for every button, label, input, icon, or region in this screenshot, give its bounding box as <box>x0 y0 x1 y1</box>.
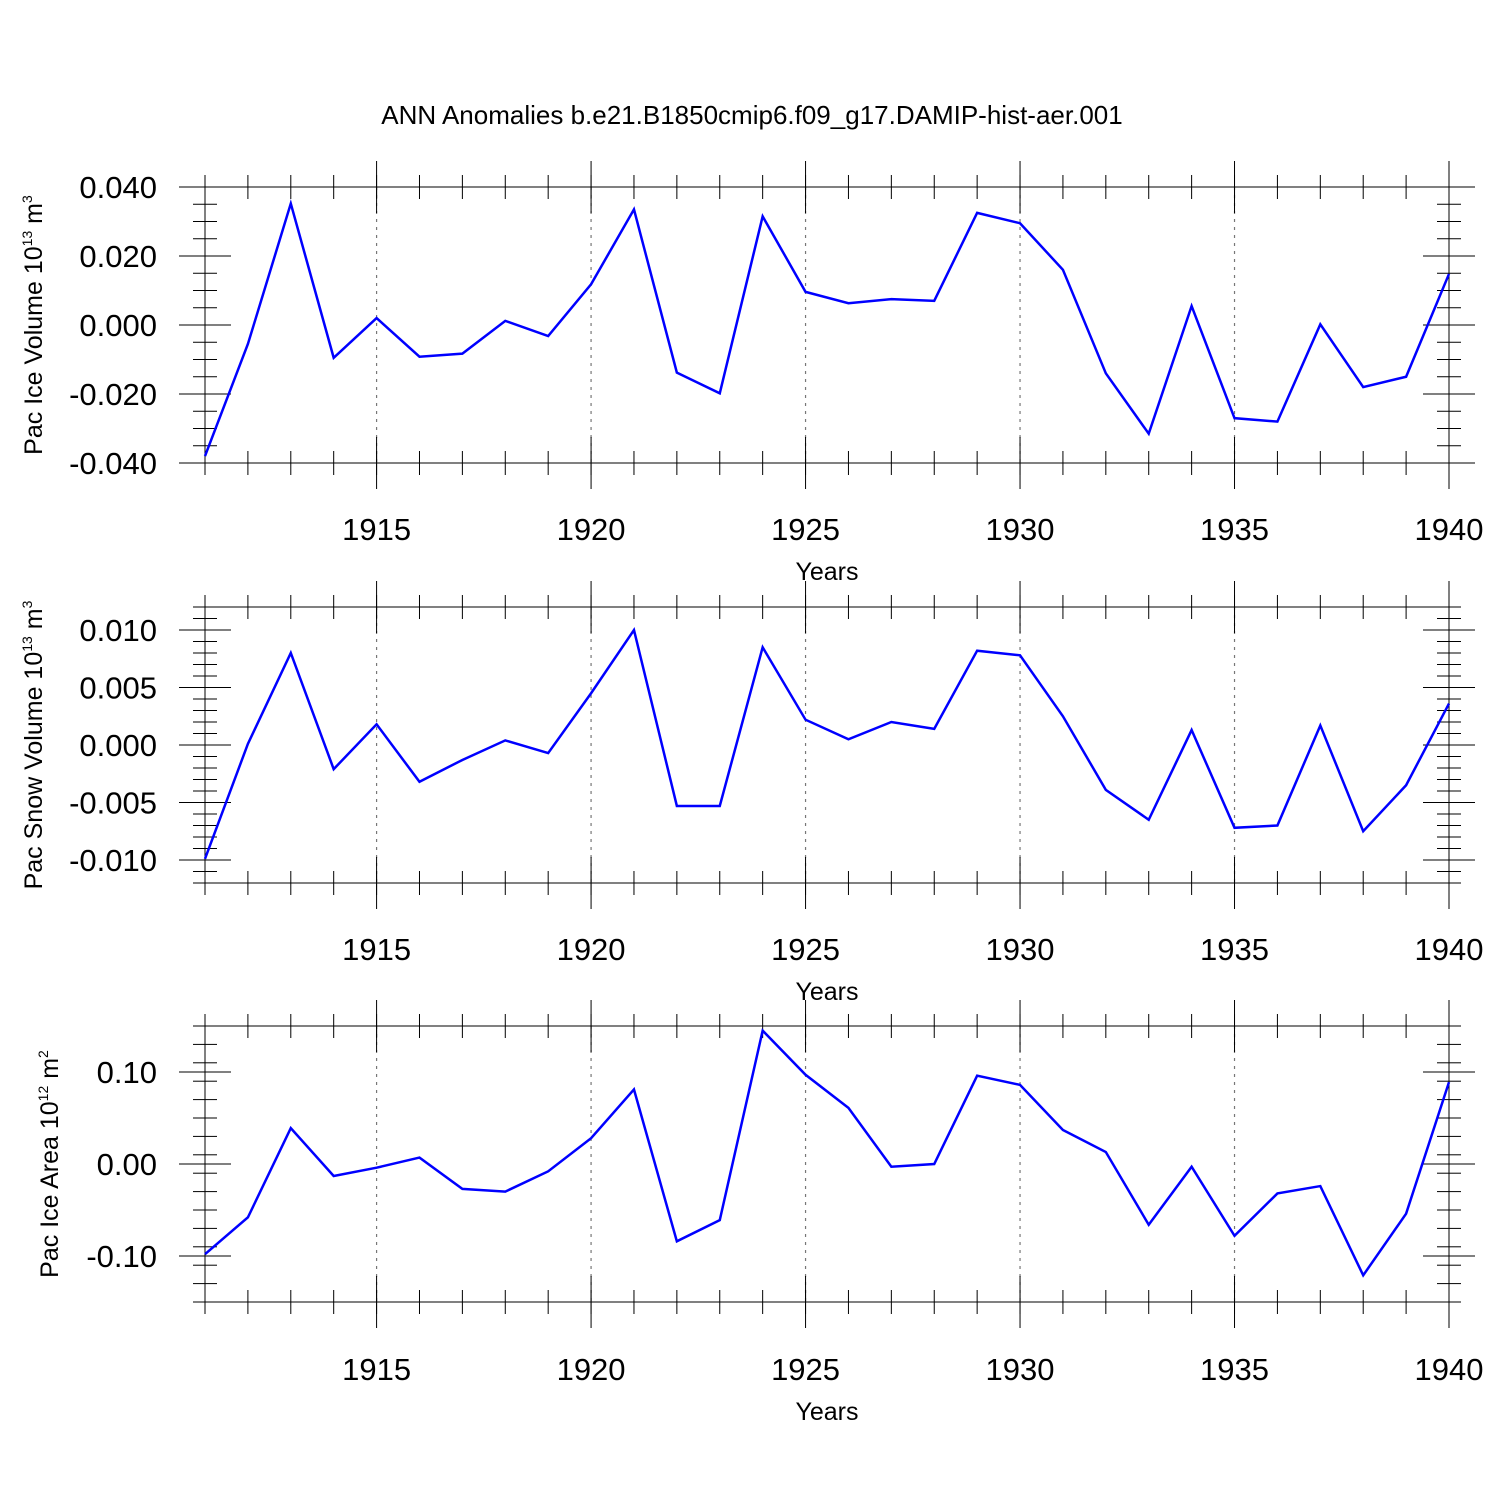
x-tick-label: 1935 <box>1200 932 1269 967</box>
x-tick-label: 1930 <box>986 512 1055 547</box>
x-axis-label: Years <box>795 558 858 586</box>
x-tick-label: 1915 <box>342 1352 411 1387</box>
series-line <box>204 1028 1451 1278</box>
chart-panel-2: -0.010 -0.005 0.000 0.005 0.010 1915 1920 1925 1… <box>19 581 1483 1006</box>
panels: -0.040 -0.020 0.000 0.020 0.040 1915 1920 1925 1… <box>19 161 1483 1426</box>
y-axis-label-text: Pac Ice Volume 10 <box>20 246 48 454</box>
y-tick-label: -0.005 <box>69 786 157 821</box>
series-line <box>203 199 1451 457</box>
y-axis-label-text: m <box>20 608 48 636</box>
chart-panel-3: -0.10 0.00 0.10 1915 1920 1925 1930 1935 1940 Yea… <box>35 1000 1483 1426</box>
x-tick-label: 1940 <box>1415 512 1484 547</box>
y-axis-label-text: m <box>20 203 48 231</box>
y-axis-label: Pac Ice Area 1012 m2 <box>35 1050 64 1278</box>
y-tick-label: 0.000 <box>79 308 157 343</box>
x-axis-label: Years <box>795 1398 858 1426</box>
x-tick-label: 1925 <box>771 932 840 967</box>
figure-title: ANN Anomalies b.e21.B1850cmip6.f09_g17.D… <box>381 100 1122 130</box>
x-tick-label: 1915 <box>342 512 411 547</box>
y-axis-label-text: m <box>36 1058 64 1086</box>
x-tick-label: 1925 <box>771 1352 840 1387</box>
x-tick-label: 1925 <box>771 512 840 547</box>
chart-panel-1: -0.040 -0.020 0.000 0.020 0.040 1915 1920 1925 1… <box>19 161 1483 586</box>
y-axis-label-superscript: 12 <box>35 1086 51 1102</box>
y-tick-label: -0.020 <box>69 377 157 412</box>
x-tick-label: 1915 <box>342 932 411 967</box>
x-axis-label: Years <box>795 978 858 1006</box>
x-tick-label: 1920 <box>557 932 626 967</box>
y-axis-label-superscript: 13 <box>19 636 35 652</box>
x-tick-label: 1930 <box>986 932 1055 967</box>
y-axis-label-superscript: 2 <box>35 1050 51 1058</box>
x-tick-label: 1935 <box>1200 512 1269 547</box>
x-tick-label: 1920 <box>557 512 626 547</box>
x-tick-label: 1940 <box>1415 1352 1484 1387</box>
x-tick-label: 1940 <box>1415 932 1484 967</box>
y-axis-label: Pac Snow Volume 1013 m3 <box>19 600 48 889</box>
plot-frame <box>204 1025 1450 1303</box>
y-axis-label-text: Pac Snow Volume 10 <box>20 652 48 890</box>
y-axis-label-text: Pac Ice Area 10 <box>36 1101 64 1278</box>
y-tick-label: 0.10 <box>97 1055 157 1090</box>
y-tick-label: 0.020 <box>79 239 157 274</box>
y-axis-label: Pac Ice Volume 1013 m3 <box>19 195 48 455</box>
x-tick-label: 1935 <box>1200 1352 1269 1387</box>
y-tick-label: 0.010 <box>79 613 157 648</box>
y-axis-label-superscript: 3 <box>19 600 35 608</box>
y-tick-label: 0.000 <box>79 728 157 763</box>
y-tick-label: 0.00 <box>97 1147 157 1182</box>
y-tick-label: -0.10 <box>86 1239 157 1274</box>
y-tick-label: 0.005 <box>79 671 157 706</box>
y-tick-label: -0.010 <box>69 843 157 878</box>
series-line <box>203 626 1451 860</box>
plot-frame <box>204 186 1450 464</box>
y-axis-label-superscript: 3 <box>19 195 35 203</box>
y-axis-label-superscript: 13 <box>19 231 35 247</box>
y-tick-label: -0.040 <box>69 446 157 481</box>
x-tick-label: 1930 <box>986 1352 1055 1387</box>
y-tick-label: 0.040 <box>79 170 157 205</box>
x-tick-label: 1920 <box>557 1352 626 1387</box>
plot-frame <box>204 606 1450 884</box>
